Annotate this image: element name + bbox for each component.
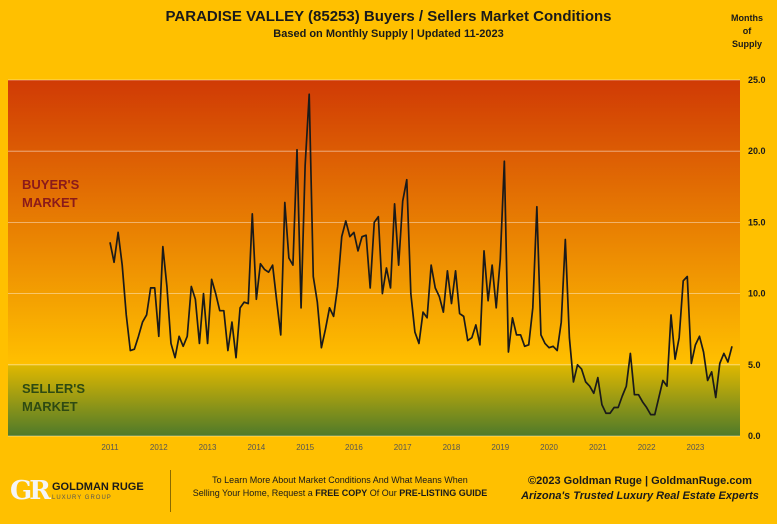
- seller-market-zone: [8, 364, 740, 436]
- footer-divider: [170, 470, 171, 512]
- cta-line-2: Selling Your Home, Request a FREE COPY O…: [193, 488, 488, 498]
- y-axis-unit-line-3: Supply: [731, 39, 762, 49]
- y-axis-unit-line-1: Months: [731, 13, 763, 23]
- y-axis-unit-line-2: of: [742, 26, 752, 36]
- x-tick-label: 2016: [345, 443, 363, 452]
- logo-name: GOLDMAN RUGE: [52, 481, 144, 493]
- cta-pre-listing-guide: PRE-LISTING GUIDE: [399, 488, 488, 498]
- x-tick-label: 2013: [199, 443, 217, 452]
- x-tick-label: 2021: [589, 443, 607, 452]
- buyer-market-label-line-2: MARKET: [22, 195, 78, 210]
- x-tick-label: 2023: [687, 443, 705, 452]
- y-axis-unit-label: Months of Supply: [725, 12, 769, 51]
- gr-monogram-icon: GR: [10, 476, 51, 506]
- buyer-market-label-line-1: BUYER'S: [22, 177, 80, 192]
- x-tick-label: 2011: [101, 443, 119, 452]
- goldman-ruge-logo: GR GOLDMAN RUGE LUXURY GROUP: [10, 474, 160, 510]
- y-tick-label: 25.0: [748, 75, 766, 85]
- seller-market-label: SELLER'S MARKET: [22, 380, 85, 416]
- seller-market-label-line-2: MARKET: [22, 399, 78, 414]
- y-axis-ticks: 0.0 5.0 10.0 15.0 20.0 25.0: [748, 75, 766, 441]
- x-tick-label: 2014: [247, 443, 265, 452]
- logo-tagline: LUXURY GROUP: [52, 495, 112, 501]
- x-tick-label: 2012: [150, 443, 168, 452]
- seller-market-label-line-1: SELLER'S: [22, 381, 86, 396]
- y-tick-label: 15.0: [748, 217, 766, 227]
- y-tick-label: 0.0: [748, 431, 761, 441]
- buyer-market-label: BUYER'S MARKET: [22, 176, 79, 212]
- x-tick-label: 2017: [394, 443, 412, 452]
- y-tick-label: 5.0: [748, 360, 761, 370]
- copyright-website: ©2023 Goldman Ruge | GoldmanRuge.com: [528, 475, 752, 487]
- x-tick-label: 2019: [491, 443, 509, 452]
- brand-block: ©2023 Goldman Ruge | GoldmanRuge.com Ari…: [505, 474, 775, 504]
- x-tick-label: 2020: [540, 443, 558, 452]
- pre-listing-guide-cta: To Learn More About Market Conditions An…: [175, 474, 505, 500]
- cta-text-2: Of Our: [367, 488, 400, 498]
- x-axis-ticks: 2011 2012 2013 2014 2015 2016 2017 2018 2019 2020…: [101, 443, 704, 452]
- cta-text-1: Selling Your Home, Request a: [192, 488, 316, 498]
- cta-line-1: To Learn More About Market Conditions An…: [212, 475, 468, 485]
- x-tick-label: 2015: [296, 443, 314, 452]
- x-tick-label: 2018: [443, 443, 461, 452]
- brand-tagline: Arizona's Trusted Luxury Real Estate Exp…: [521, 490, 759, 502]
- gridlines: [8, 79, 740, 437]
- months-of-supply-line: [109, 93, 733, 416]
- chart-subtitle: Based on Monthly Supply | Updated 11-202…: [273, 28, 504, 40]
- y-tick-label: 20.0: [748, 146, 766, 156]
- x-tick-label: 2022: [638, 443, 656, 452]
- chart-title: PARADISE VALLEY (85253) Buyers / Sellers…: [165, 8, 612, 25]
- y-tick-label: 10.0: [748, 289, 766, 299]
- cta-free-copy: FREE COPY: [315, 488, 368, 498]
